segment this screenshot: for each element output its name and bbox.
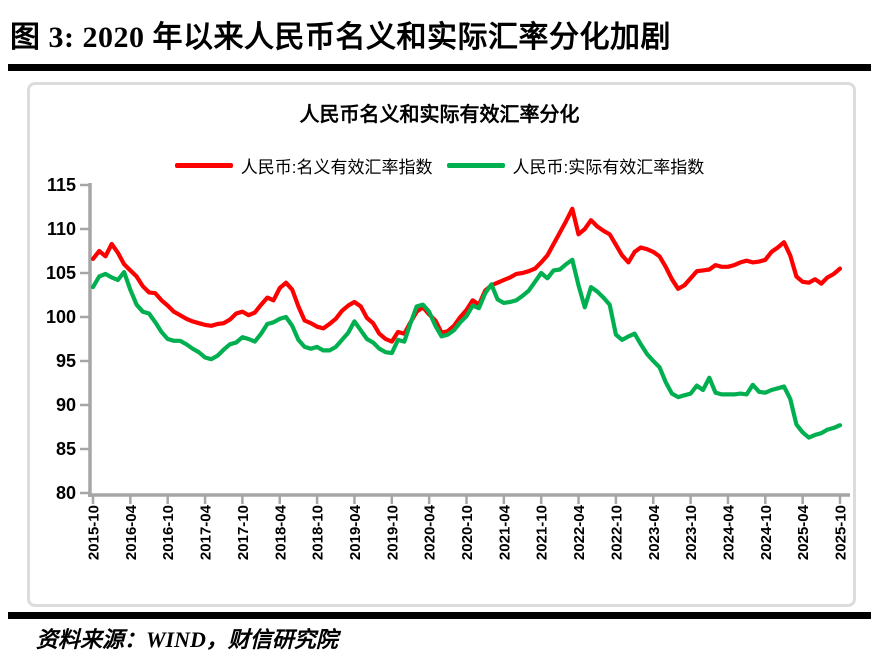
x-tick-label: 2023-04 (646, 504, 663, 560)
x-tick-label: 2018-04 (272, 504, 289, 560)
x-tick-label: 2024-04 (720, 504, 737, 560)
x-tick-label: 2020-04 (422, 504, 439, 560)
chart-title: 人民币名义和实际有效汇率分化 (299, 104, 580, 126)
x-tick-label: 2021-10 (534, 505, 551, 560)
x-tick-label: 2025-04 (795, 504, 812, 560)
real-line-swatch (446, 163, 505, 168)
legend-label-real: 人民币:实际有效汇率指数 (512, 158, 705, 177)
title-divider-rule (8, 64, 871, 71)
y-tick-label: 105 (46, 263, 76, 283)
x-tick-label: 2017-10 (235, 505, 252, 560)
x-tick-label: 2024-10 (758, 505, 775, 560)
nominal-line-swatch (174, 163, 233, 168)
y-tick-label: 90 (56, 395, 76, 415)
legend-label-nominal: 人民币:名义有效汇率指数 (240, 158, 433, 177)
x-tick-label: 2017-04 (198, 504, 215, 560)
axes: 80 85 90 95 100 105 110 115 2015-10 2016-04 2016-1… (46, 175, 850, 560)
x-tick-label: 2019-04 (347, 504, 364, 560)
y-tick-label: 95 (56, 351, 76, 371)
y-tick-label: 110 (47, 219, 76, 239)
x-tick-label: 2019-10 (384, 505, 401, 560)
x-tick-label: 2016-04 (123, 504, 140, 560)
x-tick-label: 2022-10 (608, 505, 625, 560)
y-tick-label: 100 (46, 307, 76, 327)
x-tick-label: 2015-10 (86, 505, 103, 560)
source-note: 资料来源：WIND，财信研究院 (36, 627, 338, 652)
nominal-eer-line (90, 206, 843, 344)
x-tick-label: 2018-10 (310, 505, 327, 560)
y-tick-label: 115 (47, 175, 76, 195)
x-tick-label: 2021-04 (496, 504, 513, 560)
chart-card (27, 82, 856, 607)
figure-title: 图 3: 2020 年以来人民币名义和实际汇率分化加剧 (10, 21, 671, 54)
legend-item-real: 人民币:实际有效汇率指数 (446, 153, 705, 178)
real-eer-line (90, 257, 843, 440)
x-tick-label: 2025-10 (833, 505, 850, 560)
chart-legend: 人民币:名义有效汇率指数 人民币:实际有效汇率指数 (0, 153, 879, 178)
y-tick-label: 80 (56, 483, 76, 503)
x-tick-label: 2022-04 (571, 504, 588, 560)
x-tick-label: 2020-10 (459, 505, 476, 560)
footer-divider-rule (8, 612, 871, 619)
x-tick-label: 2016-10 (160, 505, 177, 560)
y-tick-label: 85 (56, 439, 76, 459)
x-tick-label: 2023-10 (683, 505, 700, 560)
legend-item-nominal: 人民币:名义有效汇率指数 (174, 153, 433, 178)
